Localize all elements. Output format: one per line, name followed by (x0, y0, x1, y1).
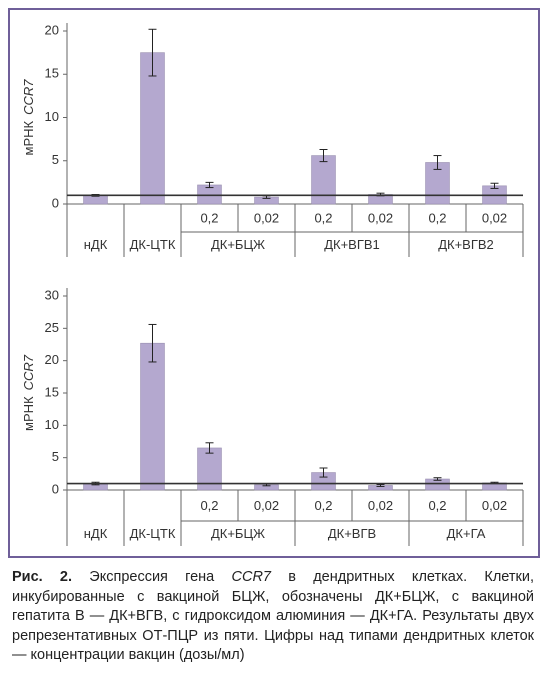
group-label: ДК+ВГВ2 (438, 237, 494, 252)
y-axis-label: мРНК CCR7 (21, 354, 36, 431)
y-axis-label: мРНК CCR7 (21, 79, 36, 156)
caption-text: в дендритных клетках. Клетки, инкубирова… (12, 569, 534, 663)
y-axis-label-gene: CCR7 (21, 354, 36, 390)
x-tick-label: 0,02 (254, 210, 279, 225)
y-axis-label-gene: CCR7 (21, 79, 36, 115)
x-tick-label: 0,02 (482, 498, 507, 513)
y-tick-label: 15 (45, 384, 59, 399)
y-tick-label: 5 (52, 449, 59, 464)
bar (140, 342, 165, 491)
group-label: ДК-ЦТК (130, 237, 176, 252)
caption-text: Экспрессия гена (72, 569, 232, 585)
x-tick-label: 0,2 (428, 498, 446, 513)
y-tick-label: 10 (45, 109, 59, 124)
group-label: ДК+БЦЖ (211, 237, 265, 252)
group-label: нДК (84, 237, 108, 252)
x-tick-label: 0,2 (428, 210, 446, 225)
caption: Рис. 2. Экспрессия гена CCR7 в дендритны… (12, 568, 534, 666)
y-tick-label: 10 (45, 417, 59, 432)
group-label: нДК (84, 526, 108, 541)
x-tick-label: 0,2 (314, 498, 332, 513)
y-tick-label: 5 (52, 152, 59, 167)
group-label: ДК+ГА (447, 526, 486, 541)
bar (311, 155, 336, 205)
group-label: ДК+БЦЖ (211, 526, 265, 541)
y-tick-label: 0 (52, 481, 59, 496)
y-tick-label: 15 (45, 66, 59, 81)
x-tick-label: 0,02 (254, 498, 279, 513)
group-label: ДК+ВГВ1 (324, 237, 380, 252)
y-axis-label-text: мРНК (21, 396, 36, 431)
group-label: ДК+ВГВ (328, 526, 376, 541)
caption-label: Рис. 2. (12, 569, 73, 585)
y-axis-label-text: мРНК (21, 120, 36, 155)
x-tick-label: 0,2 (314, 210, 332, 225)
figure: мРНК CCR7 0 5 10 15 20 0,2 0,02 0,2 0,02 0,2 0,02 нДК… (8, 8, 540, 558)
x-tick-label: 0,02 (482, 210, 507, 225)
x-tick-label: 0,2 (200, 498, 218, 513)
y-tick-label: 30 (45, 287, 59, 302)
caption-gene: CCR7 (231, 569, 271, 585)
frame (8, 8, 540, 558)
group-label: ДК-ЦТК (130, 526, 176, 541)
x-tick-label: 0,02 (368, 498, 393, 513)
x-tick-label: 0,2 (200, 210, 218, 225)
x-tick-label: 0,02 (368, 210, 393, 225)
y-tick-label: 0 (52, 195, 59, 210)
y-tick-label: 20 (45, 352, 59, 367)
y-tick-label: 25 (45, 320, 59, 335)
y-tick-label: 20 (45, 22, 59, 37)
